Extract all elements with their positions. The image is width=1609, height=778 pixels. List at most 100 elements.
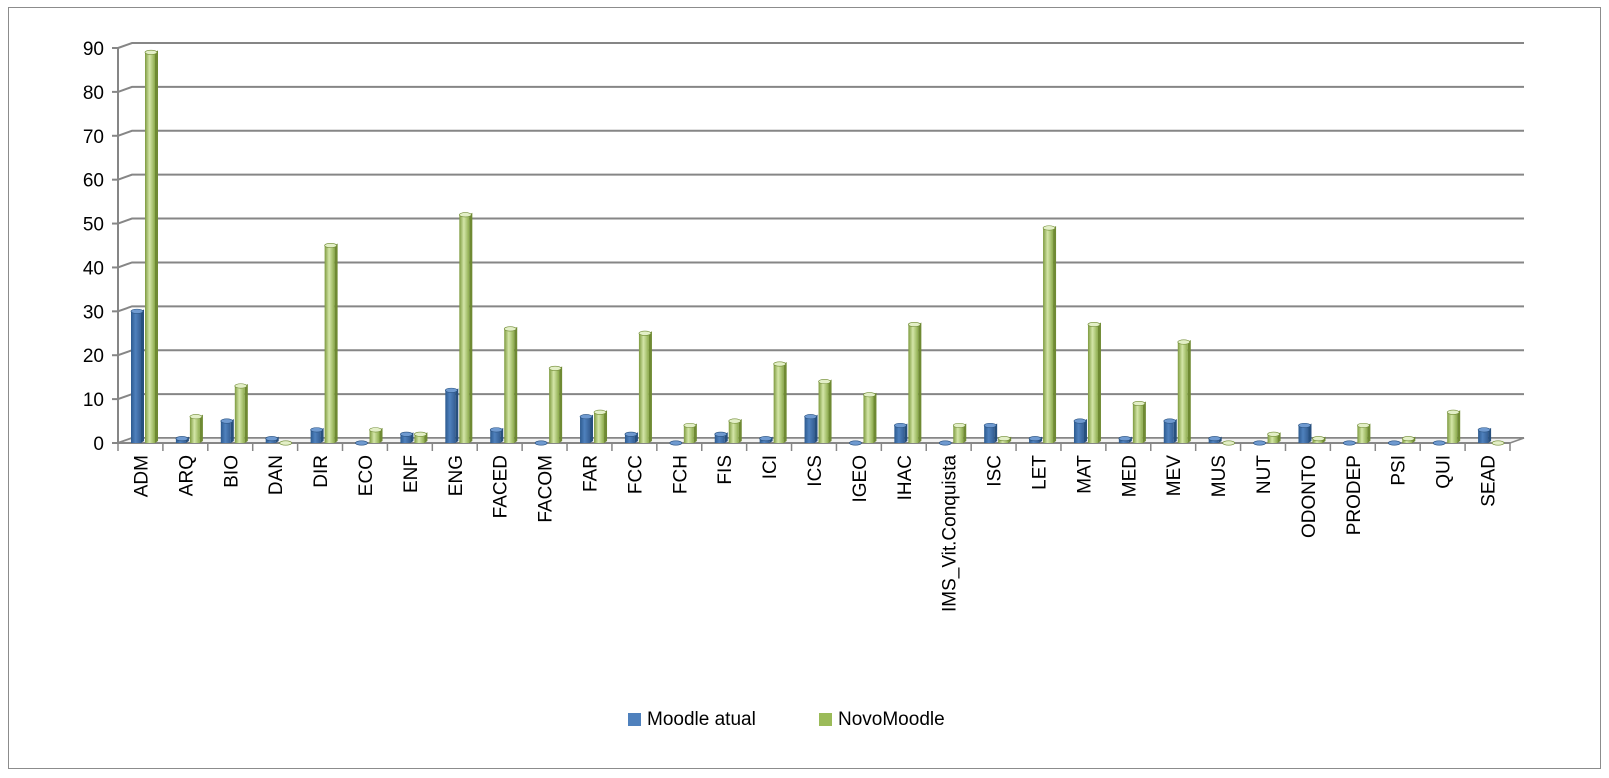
bar (983, 422, 998, 443)
bar (1132, 400, 1146, 443)
bar-side (918, 322, 922, 443)
x-axis-ticks: ADM ARQ BIO DAN DIR ECO ENF ENG FACED FACOM FAR FCC… (117, 443, 1511, 612)
bar-top (1387, 440, 1401, 446)
bar-top (1446, 409, 1460, 415)
bar-body (1087, 324, 1098, 443)
bar-body (131, 311, 141, 443)
bar (1491, 440, 1506, 446)
bar-top (1401, 436, 1415, 442)
legend-label: NovoMoodle (838, 709, 945, 730)
x-tick-label: ICS (805, 455, 826, 487)
bar-top (1073, 418, 1087, 424)
bar (1343, 440, 1357, 446)
bar (863, 392, 877, 443)
bar-top (938, 440, 952, 446)
bar (189, 414, 203, 443)
bar-top (1491, 440, 1505, 446)
y-tick-label: 70 (83, 127, 104, 148)
bar-top (1253, 440, 1266, 446)
bar (714, 431, 728, 443)
y-tick-label: 60 (83, 171, 104, 192)
bar (938, 440, 953, 446)
bar-top (534, 440, 548, 446)
legend-item: Moodle atual (628, 709, 756, 730)
legend-item: NovoMoodle (819, 709, 945, 730)
bar-body (580, 416, 591, 443)
bar-body (1478, 429, 1489, 443)
x-tick-label: QUI (1434, 455, 1455, 489)
bar-top (714, 431, 728, 437)
bar-top (414, 431, 427, 437)
bar (997, 436, 1012, 443)
legend: Moodle atual NovoMoodle (628, 709, 945, 730)
x-tick-label: MAT (1074, 455, 1095, 494)
bar-side (244, 383, 248, 443)
x-tick-label: SEAD (1479, 455, 1500, 507)
bar (1028, 436, 1043, 443)
bar-body (1132, 403, 1143, 443)
bar-top (220, 418, 234, 424)
bar-body (189, 416, 200, 443)
bar (1312, 436, 1326, 443)
bar-side (994, 423, 998, 443)
gridline (117, 217, 1524, 225)
y-tick-label: 30 (83, 302, 104, 323)
bar (144, 49, 158, 444)
bar-top (638, 330, 652, 336)
x-tick-label: ENG (446, 455, 467, 496)
bar (310, 427, 324, 443)
bar (130, 308, 144, 443)
bar-top (579, 414, 593, 420)
bar (414, 431, 428, 443)
bar-side (1142, 401, 1146, 443)
bar (1208, 436, 1222, 443)
bar-side (783, 362, 787, 443)
bar-top (908, 321, 921, 327)
bar-body (414, 434, 425, 443)
bar-side (1308, 423, 1312, 443)
bar-body (594, 412, 605, 443)
bar-top (1432, 440, 1446, 446)
x-tick-label: IGEO (850, 455, 871, 503)
bar-top (1222, 440, 1235, 446)
bar (624, 431, 638, 443)
bar-top (759, 436, 772, 442)
bar-top (669, 440, 683, 446)
bar-top (1298, 422, 1311, 428)
bar (1298, 422, 1312, 443)
x-tick-label: DIR (311, 455, 332, 488)
bar (175, 436, 189, 443)
x-tick-label: FIS (715, 455, 736, 485)
bar (1253, 440, 1267, 446)
bar (579, 414, 594, 443)
bar-side (1053, 225, 1057, 443)
gridline (117, 129, 1524, 137)
bar-body (310, 429, 321, 443)
bar (1432, 440, 1447, 446)
bar-top (624, 431, 638, 437)
y-tick-label: 10 (83, 390, 104, 411)
x-tick-label: IHAC (895, 455, 916, 500)
bar-top (1208, 436, 1221, 442)
bar-body (728, 421, 739, 443)
bar-side (455, 388, 459, 443)
bar-body (369, 429, 380, 443)
bar (669, 440, 683, 446)
bar-body (1163, 421, 1174, 443)
bar (1177, 339, 1191, 443)
bar-body (908, 324, 919, 443)
chart-area (8, 7, 1601, 769)
bar (1267, 431, 1281, 443)
bar-side (648, 331, 652, 443)
bar-side (334, 243, 338, 443)
bar-body (1357, 425, 1368, 443)
bar-side (230, 419, 234, 443)
bar-side (469, 212, 473, 443)
bar-top (459, 212, 472, 218)
bar-side (738, 419, 742, 443)
legend-swatch (628, 713, 641, 726)
bar-body (324, 245, 335, 443)
bar-side (1457, 410, 1461, 443)
bar-top (1477, 427, 1491, 433)
bar-body (220, 421, 231, 443)
